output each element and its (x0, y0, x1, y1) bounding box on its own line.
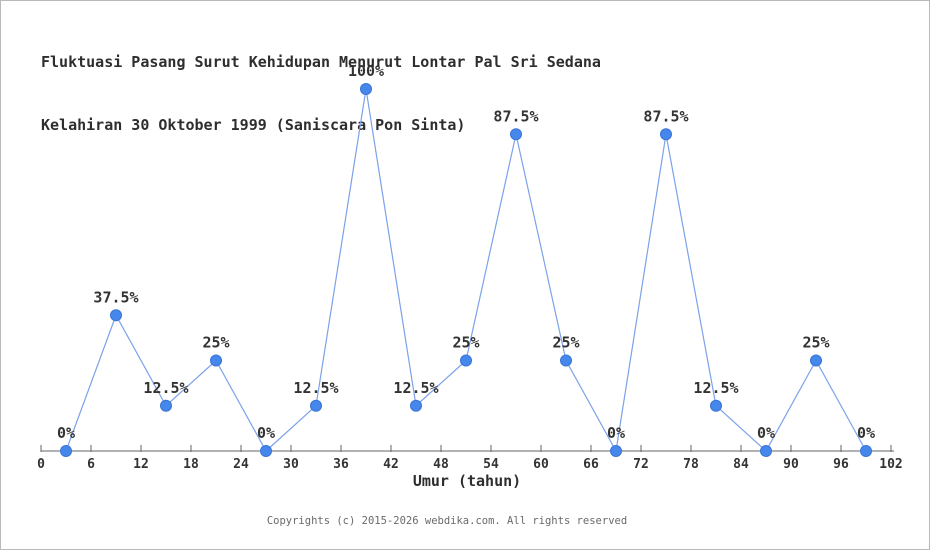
data-point-marker (510, 128, 522, 141)
data-point-marker (360, 83, 372, 95)
chart-title-line2: Kelahiran 30 Oktober 1999 (Saniscara Pon… (41, 116, 466, 134)
data-point-marker (760, 445, 772, 457)
data-point-marker (110, 309, 122, 322)
x-axis-title: Umur (tahun) (412, 472, 522, 490)
data-point-label: 25% (552, 334, 579, 352)
x-axis-tick-label: 30 (283, 457, 299, 472)
data-point-marker (610, 445, 622, 457)
x-axis-tick-label: 42 (383, 457, 399, 472)
data-point-marker (60, 445, 72, 457)
data-point-marker (860, 445, 872, 457)
data-point-label: 0% (857, 424, 875, 442)
x-axis-tick-label: 36 (333, 457, 349, 472)
x-axis-tick-label: 24 (233, 457, 249, 472)
x-axis-tick-label: 66 (583, 457, 599, 472)
x-axis-tick-label: 90 (783, 457, 799, 472)
x-axis-tick-label: 0 (37, 457, 45, 472)
data-point-marker (260, 445, 272, 457)
data-point-label: 37.5% (93, 288, 138, 306)
x-axis-tick-label: 78 (683, 457, 699, 472)
data-point-label: 87.5% (493, 107, 538, 125)
data-point-label: 25% (452, 334, 479, 352)
x-axis-tick-label: 12 (133, 457, 149, 472)
data-point-marker (310, 399, 322, 412)
data-point-marker (410, 399, 422, 412)
data-point-label: 12.5% (693, 379, 738, 397)
data-point-label: 12.5% (393, 379, 438, 397)
chart-title-line1: Fluktuasi Pasang Surut Kehidupan Menurut… (41, 53, 601, 71)
data-point-label: 0% (607, 424, 625, 442)
x-axis-tick-label: 18 (183, 457, 199, 472)
x-axis-tick-label: 6 (87, 457, 95, 472)
x-axis-tick-label: 96 (833, 457, 849, 472)
data-point-label: 25% (802, 334, 829, 352)
data-point-marker (160, 399, 172, 412)
data-point-marker (560, 354, 572, 367)
data-point-label: 12.5% (143, 379, 188, 397)
x-axis-tick-label: 102 (879, 457, 902, 472)
data-point-marker (210, 354, 222, 367)
data-point-marker (460, 354, 472, 367)
data-point-label: 25% (202, 334, 229, 352)
x-axis-tick-label: 72 (633, 457, 649, 472)
x-axis-tick-label: 60 (533, 457, 549, 472)
data-point-label: 0% (757, 424, 775, 442)
data-point-marker (660, 128, 672, 141)
data-point-label: 100% (348, 62, 384, 80)
data-point-label: 12.5% (293, 379, 338, 397)
data-point-marker (810, 354, 822, 367)
x-axis-tick-label: 84 (733, 457, 749, 472)
data-point-label: 0% (57, 424, 75, 442)
copyright-footer: Copyrights (c) 2015-2026 webdika.com. Al… (266, 515, 628, 527)
data-point-label: 0% (257, 424, 275, 442)
data-point-label: 87.5% (643, 107, 688, 125)
chart-title: Fluktuasi Pasang Surut Kehidupan Menurut… (41, 10, 601, 178)
data-point-marker (710, 399, 722, 412)
x-axis-tick-label: 54 (483, 457, 499, 472)
x-axis-tick-label: 48 (433, 457, 449, 472)
